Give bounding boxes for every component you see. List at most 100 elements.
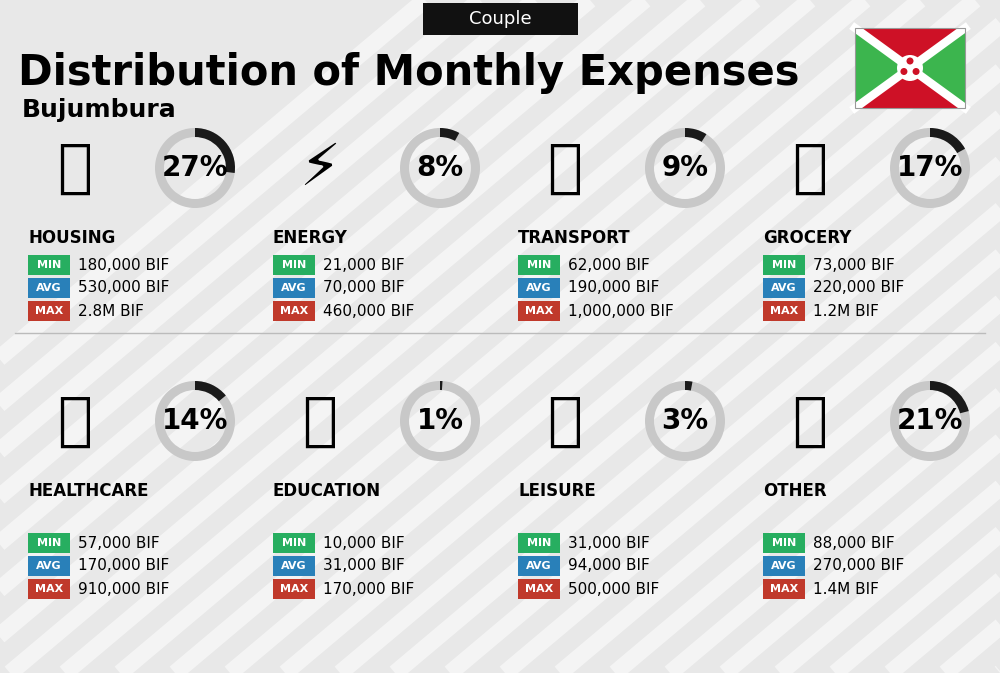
Wedge shape xyxy=(440,381,443,390)
Wedge shape xyxy=(645,381,725,461)
Bar xyxy=(855,28,965,108)
Circle shape xyxy=(900,68,907,75)
Text: 🏥: 🏥 xyxy=(58,392,92,450)
Text: ⚡: ⚡ xyxy=(300,139,340,197)
FancyBboxPatch shape xyxy=(763,533,805,553)
Text: MAX: MAX xyxy=(35,306,63,316)
Text: TRANSPORT: TRANSPORT xyxy=(518,229,631,247)
FancyBboxPatch shape xyxy=(28,579,70,599)
Wedge shape xyxy=(930,128,965,153)
FancyBboxPatch shape xyxy=(28,278,70,298)
Wedge shape xyxy=(195,128,235,173)
FancyBboxPatch shape xyxy=(28,556,70,576)
Text: 🎓: 🎓 xyxy=(302,392,338,450)
Circle shape xyxy=(906,57,914,65)
Text: AVG: AVG xyxy=(36,561,62,571)
Text: 1%: 1% xyxy=(416,407,464,435)
Text: 9%: 9% xyxy=(662,154,708,182)
Wedge shape xyxy=(930,381,969,413)
Wedge shape xyxy=(645,128,725,208)
FancyBboxPatch shape xyxy=(518,301,560,321)
Wedge shape xyxy=(890,128,970,208)
Text: 14%: 14% xyxy=(162,407,228,435)
Text: MIN: MIN xyxy=(527,260,551,270)
Text: 1,000,000 BIF: 1,000,000 BIF xyxy=(568,304,674,318)
Text: 220,000 BIF: 220,000 BIF xyxy=(813,281,904,295)
Text: 8%: 8% xyxy=(416,154,464,182)
FancyBboxPatch shape xyxy=(422,3,578,35)
Text: AVG: AVG xyxy=(281,561,307,571)
Text: 🛒: 🛒 xyxy=(792,139,828,197)
Text: HOUSING: HOUSING xyxy=(28,229,115,247)
Polygon shape xyxy=(910,28,965,108)
Text: 21%: 21% xyxy=(897,407,963,435)
Polygon shape xyxy=(855,28,965,68)
Wedge shape xyxy=(400,381,480,461)
Text: 73,000 BIF: 73,000 BIF xyxy=(813,258,895,273)
Text: 530,000 BIF: 530,000 BIF xyxy=(78,281,169,295)
Text: 910,000 BIF: 910,000 BIF xyxy=(78,581,169,596)
Text: MIN: MIN xyxy=(772,260,796,270)
Text: ENERGY: ENERGY xyxy=(273,229,348,247)
FancyBboxPatch shape xyxy=(273,579,315,599)
Text: 1.2M BIF: 1.2M BIF xyxy=(813,304,879,318)
Text: MIN: MIN xyxy=(37,538,61,548)
Text: 57,000 BIF: 57,000 BIF xyxy=(78,536,160,551)
FancyBboxPatch shape xyxy=(273,278,315,298)
FancyBboxPatch shape xyxy=(763,255,805,275)
FancyBboxPatch shape xyxy=(763,278,805,298)
Text: 21,000 BIF: 21,000 BIF xyxy=(323,258,405,273)
Text: LEISURE: LEISURE xyxy=(518,482,596,500)
Text: MIN: MIN xyxy=(772,538,796,548)
Text: 🛍: 🛍 xyxy=(548,392,582,450)
Text: AVG: AVG xyxy=(771,561,797,571)
FancyBboxPatch shape xyxy=(273,556,315,576)
FancyBboxPatch shape xyxy=(763,579,805,599)
Circle shape xyxy=(897,55,923,81)
Text: 190,000 BIF: 190,000 BIF xyxy=(568,281,659,295)
Wedge shape xyxy=(195,381,226,401)
Text: MAX: MAX xyxy=(35,584,63,594)
Text: Bujumbura: Bujumbura xyxy=(22,98,177,122)
Text: 🏢: 🏢 xyxy=(58,139,92,197)
FancyBboxPatch shape xyxy=(518,278,560,298)
Wedge shape xyxy=(155,128,235,208)
Wedge shape xyxy=(685,381,692,390)
Text: MAX: MAX xyxy=(525,584,553,594)
Text: 170,000 BIF: 170,000 BIF xyxy=(78,559,169,573)
Text: HEALTHCARE: HEALTHCARE xyxy=(28,482,148,500)
Text: 1.4M BIF: 1.4M BIF xyxy=(813,581,879,596)
Wedge shape xyxy=(685,128,706,142)
Text: AVG: AVG xyxy=(526,283,552,293)
Text: EDUCATION: EDUCATION xyxy=(273,482,381,500)
Polygon shape xyxy=(855,68,965,108)
FancyBboxPatch shape xyxy=(273,533,315,553)
Text: AVG: AVG xyxy=(526,561,552,571)
Text: 17%: 17% xyxy=(897,154,963,182)
Text: MAX: MAX xyxy=(525,306,553,316)
FancyBboxPatch shape xyxy=(273,255,315,275)
FancyBboxPatch shape xyxy=(518,556,560,576)
Text: 31,000 BIF: 31,000 BIF xyxy=(323,559,405,573)
FancyBboxPatch shape xyxy=(28,533,70,553)
FancyBboxPatch shape xyxy=(763,556,805,576)
Text: 270,000 BIF: 270,000 BIF xyxy=(813,559,904,573)
Text: 10,000 BIF: 10,000 BIF xyxy=(323,536,405,551)
FancyBboxPatch shape xyxy=(518,255,560,275)
Text: MAX: MAX xyxy=(770,306,798,316)
Text: AVG: AVG xyxy=(281,283,307,293)
FancyBboxPatch shape xyxy=(273,301,315,321)
Text: 88,000 BIF: 88,000 BIF xyxy=(813,536,895,551)
Text: GROCERY: GROCERY xyxy=(763,229,851,247)
Text: MIN: MIN xyxy=(282,260,306,270)
Text: MAX: MAX xyxy=(280,306,308,316)
Wedge shape xyxy=(155,381,235,461)
Wedge shape xyxy=(400,128,480,208)
Text: MIN: MIN xyxy=(282,538,306,548)
Text: MAX: MAX xyxy=(770,584,798,594)
Text: MIN: MIN xyxy=(527,538,551,548)
Bar xyxy=(855,28,965,108)
Text: MIN: MIN xyxy=(37,260,61,270)
Text: OTHER: OTHER xyxy=(763,482,827,500)
FancyBboxPatch shape xyxy=(763,301,805,321)
